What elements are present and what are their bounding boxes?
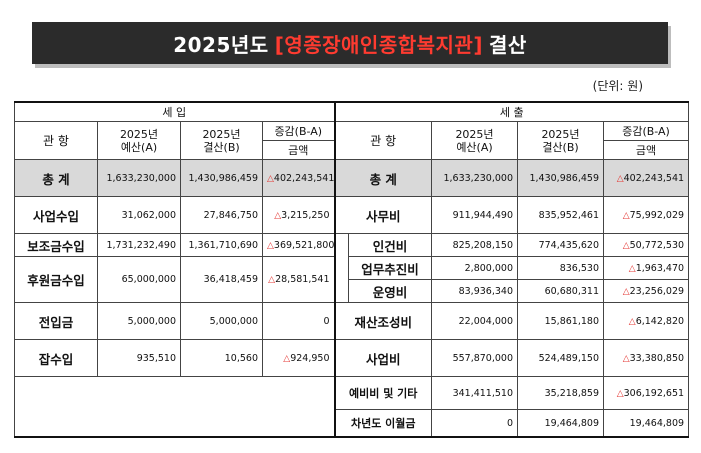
expense-row-actual: 835,952,461 [517, 196, 604, 234]
expense-row-actual: 524,489,150 [517, 339, 604, 377]
expense-row-actual: 15,861,180 [517, 302, 604, 340]
unit-note: (단위: 원) [592, 79, 643, 93]
expense-col-actual: 2025년 결산(B) [517, 121, 604, 160]
expense-row-label: 사업비 [333, 339, 432, 377]
income-row-label: 전입금 [14, 302, 98, 340]
expense-row-actual: 60,680,311 [517, 279, 604, 303]
income-row-label: 후원금수입 [14, 256, 98, 303]
income-col-actual: 2025년 결산(B) [180, 121, 263, 160]
title-suffix: 결산 [488, 32, 527, 57]
income-row-label: 잡수입 [14, 339, 98, 377]
title-banner: 2025년도 [영종장애인종합복지관] 결산 [32, 22, 668, 64]
expense-row-label: 인건비 [348, 233, 432, 257]
expense-row-label: 예비비 및 기타 [333, 376, 432, 410]
title-org: [영종장애인종합복지관] [274, 32, 483, 57]
expense-col-diff-sub: 금액 [602, 140, 690, 160]
expense-col-gwan: 관 항 [333, 121, 432, 160]
income-row-diff: 28,581,541 [268, 274, 329, 285]
expense-row-budget: 557,870,000 [431, 339, 518, 377]
expense-row-actual: 774,435,620 [517, 233, 604, 257]
income-row-label: 사업수입 [14, 196, 98, 234]
expense-row-budget: 911,944,490 [431, 196, 518, 234]
expense-total-diff: 402,243,541 [617, 173, 684, 184]
income-total-label: 총 계 [14, 159, 98, 197]
expense-row-diff: 75,992,029 [623, 210, 684, 221]
expense-row-budget: 22,004,000 [431, 302, 518, 340]
income-col-diff: 증감(B-A) [262, 121, 335, 141]
expense-row-diff: 19,464,809 [602, 409, 690, 438]
expense-row-diff: 33,380,850 [623, 353, 684, 364]
income-blank-area [14, 376, 335, 438]
income-total-actual: 1,430,986,459 [180, 159, 263, 197]
expense-col-diff: 증감(B-A) [602, 121, 690, 141]
expense-total-budget: 1,633,230,000 [431, 159, 518, 197]
income-row-diff: 924,950 [283, 353, 329, 364]
expense-row-actual: 836,530 [517, 256, 604, 280]
expense-header: 세 출 [333, 101, 690, 122]
expense-row-budget: 341,411,510 [431, 376, 518, 410]
income-row-diff: 3,215,250 [274, 210, 329, 221]
expense-row-diff: 1,963,470 [629, 263, 684, 274]
income-row-budget: 1,731,232,490 [97, 233, 181, 257]
expense-row-actual: 19,464,809 [517, 409, 604, 438]
income-row-actual: 27,846,750 [180, 196, 263, 234]
expense-row-budget: 0 [431, 409, 518, 438]
expense-col-budget: 2025년 예산(A) [431, 121, 518, 160]
income-total-budget: 1,633,230,000 [97, 159, 181, 197]
income-row-actual: 5,000,000 [180, 302, 263, 340]
expense-total-label: 총 계 [333, 159, 432, 197]
expense-row-label: 운영비 [348, 279, 432, 303]
expense-row-label: 차년도 이월금 [333, 409, 432, 438]
expense-row-budget: 83,936,340 [431, 279, 518, 303]
income-col-budget: 2025년 예산(A) [97, 121, 181, 160]
income-row-actual: 10,560 [180, 339, 263, 377]
income-row-budget: 65,000,000 [97, 256, 181, 303]
expense-row-budget: 825,208,150 [431, 233, 518, 257]
income-row-budget: 935,510 [97, 339, 181, 377]
income-row-label: 보조금수입 [14, 233, 98, 257]
expense-total-actual: 1,430,986,459 [517, 159, 604, 197]
expense-row-diff: 50,772,530 [623, 240, 684, 251]
expense-sub-indent [333, 233, 349, 303]
expense-row-label: 업무추진비 [348, 256, 432, 280]
expense-row-diff: 6,142,820 [629, 316, 684, 327]
expense-row-diff: 23,256,029 [623, 286, 684, 297]
income-row-actual: 36,418,459 [180, 256, 263, 303]
income-col-gwan: 관 항 [14, 121, 98, 160]
budget-settlement-table: 세 입 세 출 관 항 2025년 예산(A) 2025년 결산(B) 증감(B… [14, 101, 690, 438]
income-header: 세 입 [14, 101, 335, 122]
expense-row-label: 사무비 [333, 196, 432, 234]
title-prefix: 2025년도 [173, 32, 269, 57]
income-row-diff: 369,521,800 [267, 240, 334, 251]
expense-row-diff: 306,192,651 [617, 388, 684, 399]
income-row-budget: 5,000,000 [97, 302, 181, 340]
income-row-budget: 31,062,000 [97, 196, 181, 234]
expense-row-budget: 2,800,000 [431, 256, 518, 280]
income-total-diff: 402,243,541 [267, 173, 334, 184]
income-row-diff: 0 [262, 302, 335, 340]
expense-row-actual: 35,218,859 [517, 376, 604, 410]
income-row-actual: 1,361,710,690 [180, 233, 263, 257]
expense-row-label: 재산조성비 [333, 302, 432, 340]
income-col-diff-sub: 금액 [262, 140, 335, 160]
